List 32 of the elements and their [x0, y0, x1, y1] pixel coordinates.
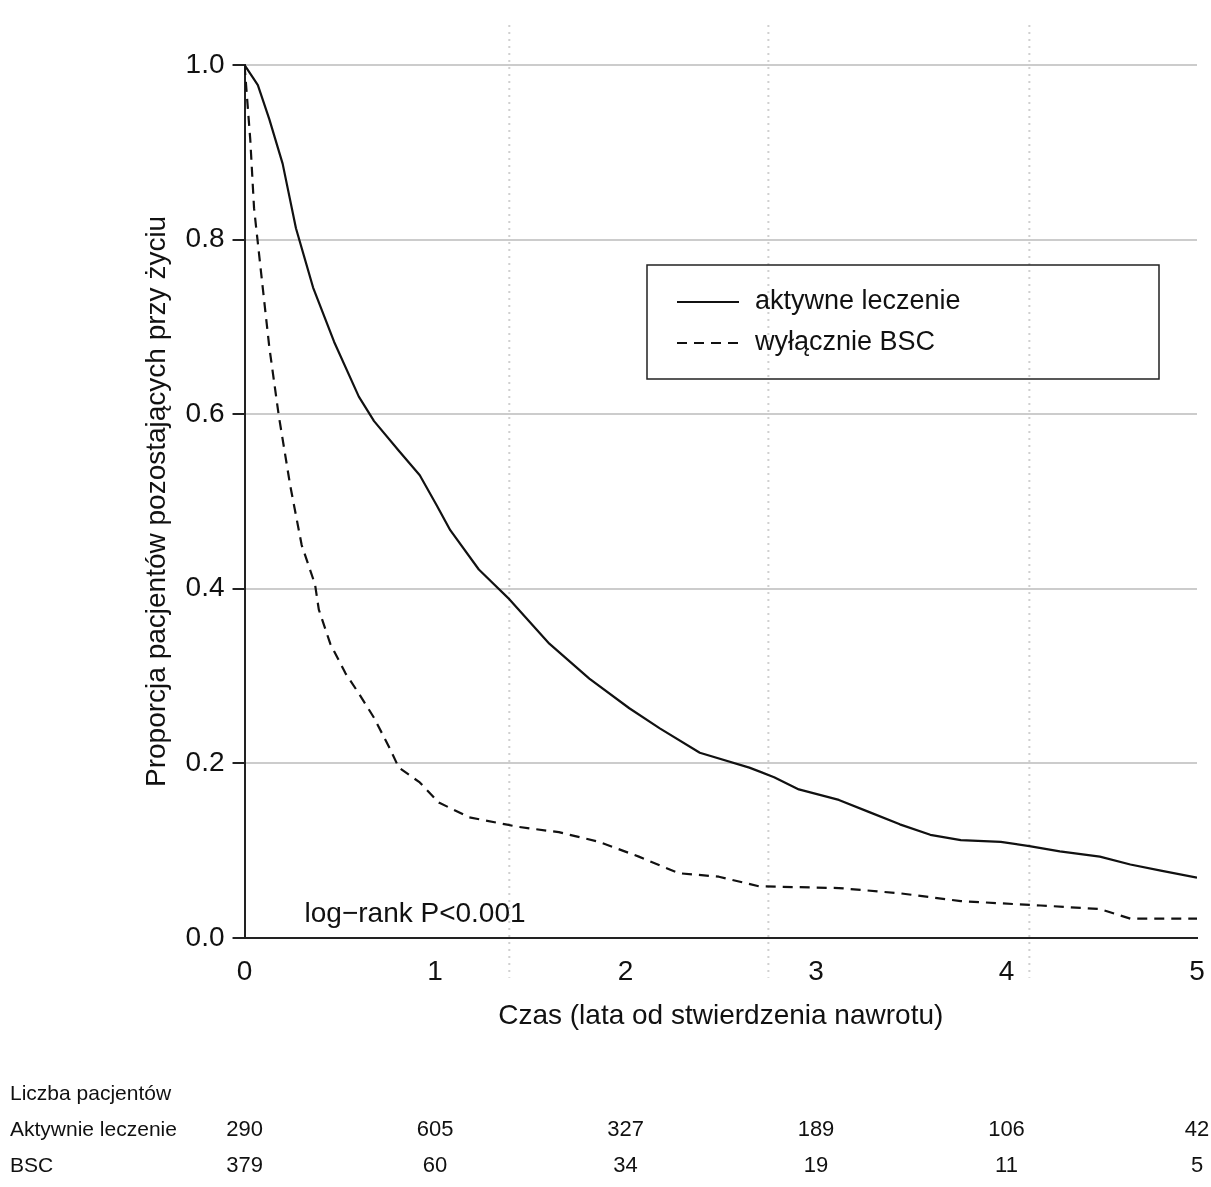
- x-tick-label: 1: [427, 955, 443, 987]
- text: 379: [226, 1151, 263, 1177]
- y-tick-label: 0.0: [185, 920, 225, 952]
- annotation: log−rank P<0.001: [304, 896, 526, 928]
- x-tick-label: 2: [617, 955, 634, 987]
- text: 19: [803, 1151, 829, 1177]
- y-tick-label: 0.8: [185, 222, 225, 254]
- text: 11: [995, 1151, 1018, 1177]
- x-tick-label: 4: [998, 955, 1015, 987]
- legend-label: aktywne leczenie: [755, 285, 961, 316]
- x-tick-label: 3: [808, 955, 824, 987]
- text: 34: [613, 1151, 638, 1177]
- text: 327: [607, 1115, 644, 1141]
- text: 42: [1184, 1115, 1210, 1141]
- text: 605: [416, 1115, 454, 1141]
- x-tick-label: 0: [236, 955, 253, 987]
- y-tick-label: 0.2: [185, 745, 225, 777]
- y-tick-label: 1.0: [185, 47, 225, 79]
- text: 290: [226, 1115, 263, 1141]
- text: BSC: [10, 1152, 54, 1176]
- text: 106: [988, 1115, 1025, 1141]
- legend-label: wyłącznie BSC: [754, 326, 936, 357]
- text: Liczba pacjentów: [10, 1080, 172, 1104]
- text: 60: [422, 1151, 448, 1177]
- y-tick-label: 0.4: [185, 571, 225, 603]
- y-tick-label: 0.6: [185, 396, 225, 428]
- text: 5: [1190, 1151, 1204, 1177]
- text: Aktywnie leczenie: [10, 1116, 177, 1140]
- text: 189: [797, 1115, 835, 1141]
- y-axis-title: Proporcja pacjentów pozostających przy życiu: [139, 215, 171, 787]
- x-tick-label: 5: [1189, 955, 1205, 987]
- x-axis-title: Czas (lata od stwierdzenia nawrotu): [498, 998, 944, 1030]
